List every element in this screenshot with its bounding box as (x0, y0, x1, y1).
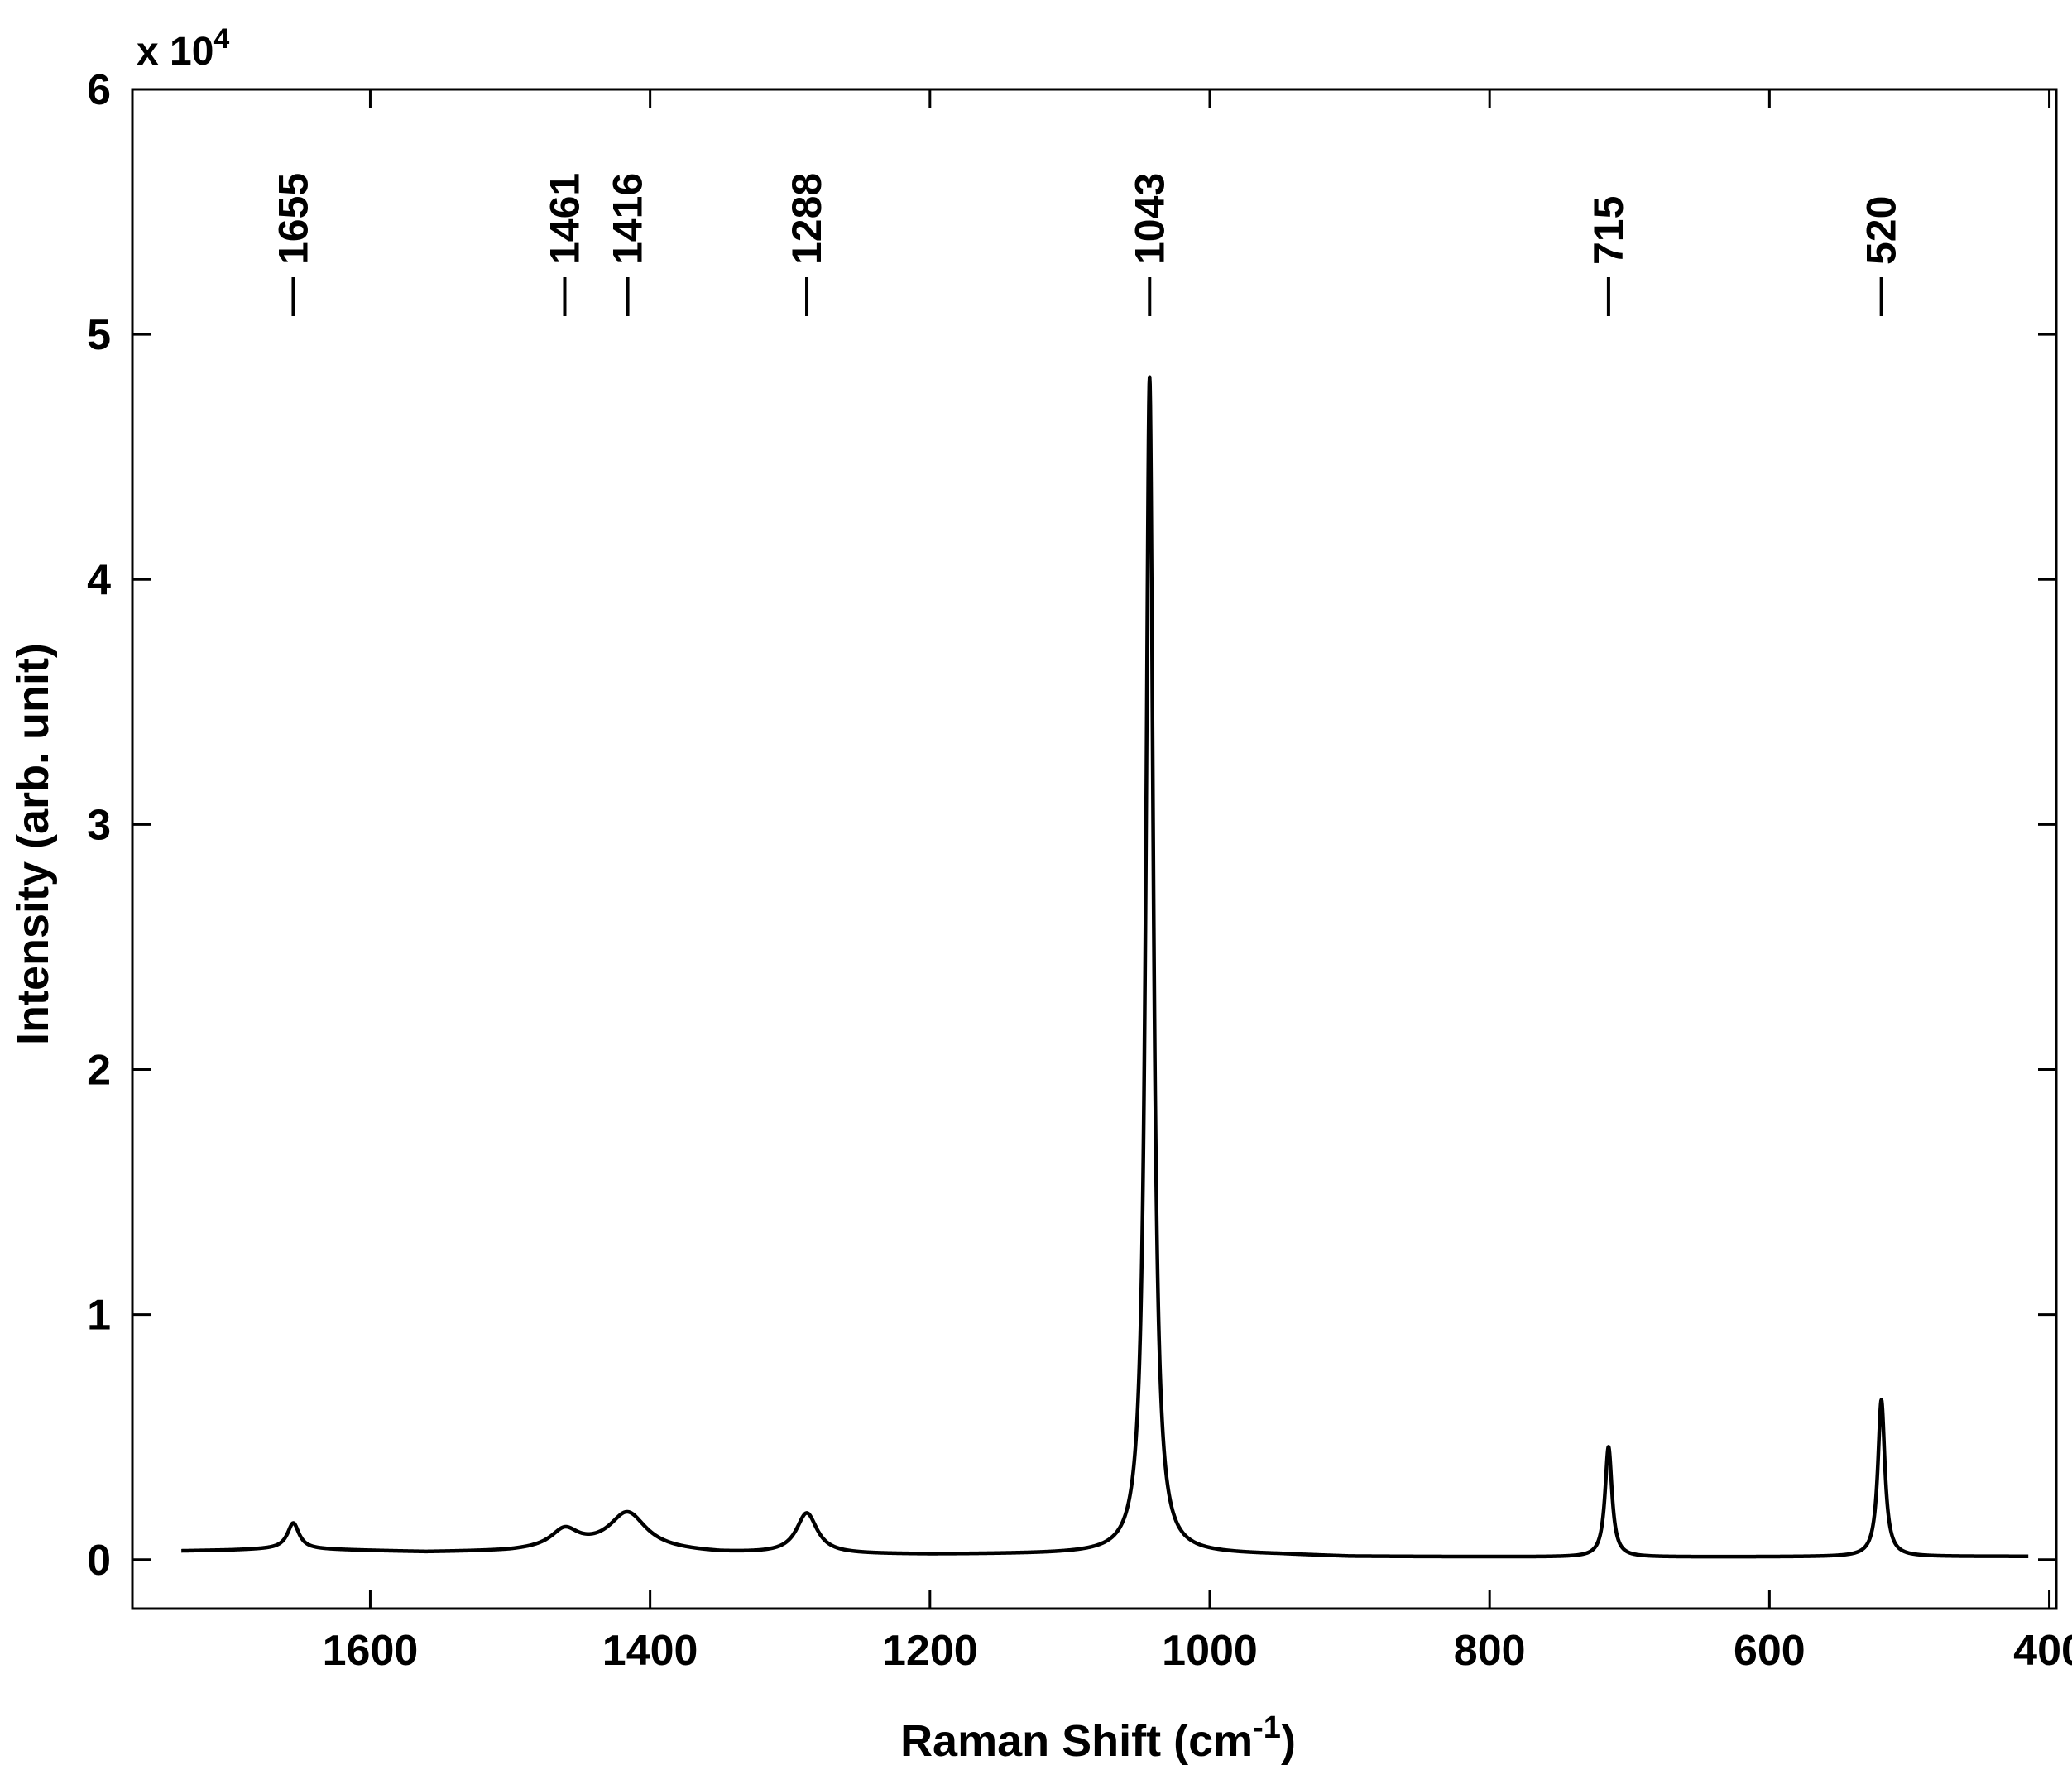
y-axis-multiplier-exponent: 4 (213, 23, 229, 55)
x-tick-label: 800 (1454, 1627, 1526, 1675)
peak-label: 1655 (270, 173, 316, 265)
y-axis-multiplier: x 104 (137, 23, 229, 74)
y-tick-label: 0 (87, 1537, 111, 1585)
x-tick-label: 400 (2013, 1627, 2072, 1675)
x-axis-label: Raman Shift (cm-1) (900, 1710, 1296, 1766)
x-axis-label-superscript: -1 (1253, 1710, 1281, 1745)
y-axis: 0 1 2 3 4 5 6 (87, 66, 2056, 1585)
y-tick-label: 6 (87, 66, 111, 114)
peak-annotations: 1655 1461 1416 1288 1043 715 520 (270, 173, 1905, 316)
x-axis: 1600 1400 1200 1000 800 600 400 (323, 89, 2072, 1675)
x-tick-label: 1600 (323, 1627, 419, 1675)
plot-area-frame (131, 88, 2058, 1610)
peak-label: 1288 (784, 173, 830, 265)
y-tick-label: 4 (87, 556, 111, 604)
y-axis-multiplier-base: x 10 (137, 30, 213, 74)
y-tick-label: 2 (87, 1047, 111, 1095)
y-axis-label: Intensity (arb. unit) (8, 643, 58, 1045)
peak-label: 520 (1859, 196, 1905, 265)
y-tick-label: 5 (87, 311, 111, 359)
x-tick-label: 1000 (1162, 1627, 1258, 1675)
x-axis-label-main: Raman Shift (cm (900, 1716, 1253, 1766)
peak-label: 1461 (541, 173, 588, 265)
peak-label: 1416 (605, 173, 651, 265)
x-tick-label: 1200 (882, 1627, 978, 1675)
spectrum-line (180, 375, 2031, 1559)
x-tick-label: 600 (1734, 1627, 1806, 1675)
x-tick-label: 1400 (602, 1627, 698, 1675)
peak-label: 715 (1585, 196, 1632, 265)
x-axis-label-close: ) (1281, 1716, 1296, 1766)
peak-label: 1043 (1126, 173, 1173, 265)
y-tick-label: 3 (87, 801, 111, 849)
y-tick-label: 1 (87, 1292, 111, 1340)
